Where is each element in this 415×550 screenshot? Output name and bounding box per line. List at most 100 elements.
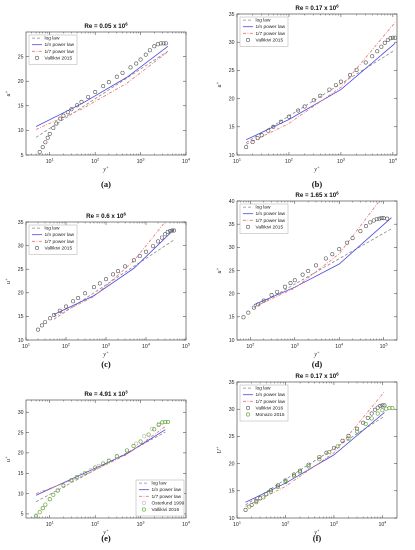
y-tick-label: 5 bbox=[21, 512, 24, 518]
x-axis-label-text: y bbox=[313, 530, 317, 536]
data-point-marker bbox=[355, 429, 360, 434]
data-point-marker bbox=[346, 433, 351, 438]
data-point-marker bbox=[292, 278, 297, 283]
data-point-marker bbox=[323, 256, 328, 261]
x-tick-label: 102 bbox=[62, 343, 70, 350]
data-point-marker bbox=[43, 502, 48, 507]
chart-title-text: Re = 4.91 x 10 bbox=[84, 391, 125, 398]
chart-title: Re = 0.6 x 106 bbox=[86, 212, 126, 221]
chart-title: Re = 0.17 x 106 bbox=[295, 4, 339, 13]
x-tick-label: 104 bbox=[182, 158, 190, 165]
x-tick-label: 102 bbox=[285, 158, 293, 165]
x-axis-label-sup: + bbox=[106, 528, 109, 533]
y-axis-label-sup: + bbox=[215, 446, 220, 449]
data-point-marker bbox=[264, 492, 269, 497]
y-tick-label: 15 bbox=[18, 471, 24, 477]
plot-area bbox=[244, 22, 397, 150]
series-line-dashdot bbox=[253, 201, 380, 308]
x-axis-label: y+ bbox=[102, 165, 109, 173]
x-tick-label: 102 bbox=[91, 158, 99, 165]
data-point-marker bbox=[368, 220, 373, 225]
y-tick-label: 10 bbox=[229, 338, 235, 344]
series-line-dashed bbox=[245, 415, 385, 506]
y-axis-label: u+ bbox=[4, 456, 12, 462]
y-axis-label-text: u bbox=[217, 270, 223, 273]
y-axis-label-text: u bbox=[6, 459, 12, 462]
x-axis-label: y+ bbox=[313, 528, 320, 536]
data-point-marker bbox=[57, 308, 62, 313]
data-point-marker bbox=[246, 310, 251, 315]
series-line-solid bbox=[35, 429, 166, 496]
data-point-marker bbox=[104, 277, 109, 282]
data-point-marker bbox=[37, 150, 42, 155]
data-point-marker bbox=[251, 305, 256, 310]
series-line-dashed bbox=[53, 239, 175, 320]
chart-title-exponent: 6 bbox=[336, 4, 339, 9]
data-point-marker bbox=[379, 44, 384, 49]
data-point-marker bbox=[350, 236, 355, 241]
data-point-marker bbox=[283, 478, 288, 483]
data-point-marker bbox=[313, 263, 318, 268]
y-tick-label: 20 bbox=[229, 461, 235, 467]
data-point-marker bbox=[241, 315, 246, 320]
data-point-marker bbox=[278, 119, 283, 124]
x-tick-base: 10 bbox=[380, 344, 386, 350]
data-point-marker bbox=[306, 462, 311, 467]
data-point-marker bbox=[61, 113, 66, 118]
y-axis-label-text: u bbox=[6, 281, 12, 284]
data-point-marker bbox=[354, 67, 359, 72]
data-point-marker bbox=[106, 458, 111, 463]
y-tick-label: 35 bbox=[229, 12, 235, 18]
data-point-marker bbox=[156, 239, 161, 244]
y-tick-label: 15 bbox=[229, 489, 235, 495]
chart-title-exponent: 6 bbox=[123, 212, 126, 217]
data-point-marker bbox=[69, 107, 74, 112]
data-point-marker bbox=[247, 504, 252, 509]
data-point-marker bbox=[168, 228, 173, 233]
data-point-marker bbox=[138, 439, 143, 444]
data-point-marker bbox=[380, 408, 385, 413]
data-point-marker bbox=[255, 136, 260, 141]
data-point-marker bbox=[355, 426, 360, 431]
data-point-marker bbox=[83, 291, 88, 296]
x-tick-exponent: 3 bbox=[108, 343, 110, 347]
y-tick-label: 25 bbox=[229, 268, 235, 274]
data-point-marker bbox=[138, 57, 143, 62]
panel-label: (d) bbox=[312, 359, 323, 369]
chart-title-text: Re = 0.6 x 10 bbox=[86, 213, 124, 220]
x-tick-label: 102 bbox=[282, 521, 290, 528]
legend-marker bbox=[34, 55, 39, 60]
legend-label: 1/7 power law bbox=[45, 239, 75, 245]
plot-area bbox=[243, 391, 395, 512]
panel-label: (e) bbox=[101, 533, 111, 543]
chart-title-exponent: 6 bbox=[336, 191, 339, 196]
data-point-marker bbox=[331, 445, 336, 450]
chart-title-text: Re = 1.65 x 10 bbox=[295, 192, 336, 199]
data-point-marker bbox=[88, 467, 93, 472]
data-point-marker bbox=[69, 478, 74, 483]
x-tick-label: 102 bbox=[91, 521, 99, 528]
data-point-marker bbox=[51, 125, 56, 130]
data-point-marker bbox=[318, 93, 323, 98]
data-point-marker bbox=[48, 316, 53, 321]
data-point-marker bbox=[369, 416, 374, 421]
x-tick-base: 10 bbox=[137, 522, 143, 528]
data-point-marker bbox=[268, 488, 273, 493]
legend-box bbox=[239, 384, 289, 422]
data-point-marker bbox=[379, 216, 384, 221]
data-point-marker bbox=[47, 497, 52, 502]
data-point-marker bbox=[250, 140, 255, 145]
series-line-dashed bbox=[253, 228, 392, 308]
data-point-marker bbox=[163, 41, 168, 46]
data-point-marker bbox=[83, 470, 88, 475]
data-point-marker bbox=[335, 444, 340, 449]
data-point-marker bbox=[317, 457, 322, 462]
series-line-solid bbox=[253, 217, 392, 306]
y-tick-label: 25 bbox=[229, 434, 235, 440]
legend-label: Vallikivi 2015 bbox=[45, 55, 73, 61]
legend-label: 1/7 power law bbox=[256, 218, 286, 224]
data-point-marker bbox=[300, 272, 305, 277]
